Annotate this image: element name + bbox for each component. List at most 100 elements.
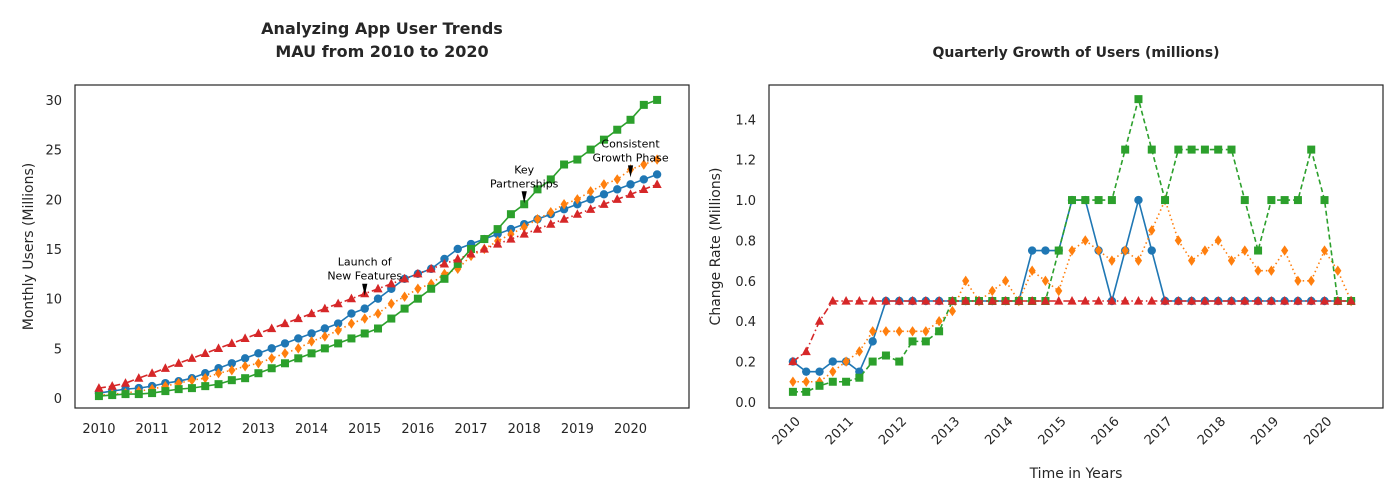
data-point — [868, 296, 878, 305]
data-point — [427, 284, 436, 293]
x-tick-label: 2017 — [1142, 414, 1176, 448]
data-point — [988, 285, 996, 297]
data-point — [254, 358, 263, 369]
data-point — [1120, 296, 1130, 305]
data-point — [334, 325, 342, 336]
annotation-text: Consistent — [601, 137, 660, 150]
data-point — [307, 336, 316, 347]
data-point — [360, 304, 369, 313]
data-point — [268, 353, 276, 364]
axes-frame — [74, 84, 690, 409]
data-point — [1187, 296, 1197, 305]
y-tick-label: 20 — [45, 193, 62, 208]
data-point — [828, 296, 838, 305]
chart-title-line: Quarterly Growth of Users (millions) — [933, 45, 1220, 61]
data-point — [347, 318, 356, 329]
data-point — [1040, 296, 1051, 305]
data-point — [107, 381, 117, 390]
data-point — [294, 354, 303, 363]
series-line — [792, 199, 1352, 373]
y-axis-label: Monthly Users (Millions) — [21, 163, 37, 330]
data-point — [148, 389, 157, 398]
data-point — [1107, 196, 1116, 205]
data-point — [453, 253, 463, 263]
data-point — [1147, 296, 1157, 305]
data-point — [400, 304, 409, 313]
x-tick-label: 2014 — [982, 414, 1016, 448]
data-point — [1108, 255, 1116, 266]
data-point — [586, 195, 595, 204]
data-point — [174, 385, 183, 394]
data-point — [653, 154, 661, 165]
data-point — [374, 308, 382, 319]
data-point — [626, 180, 635, 189]
data-point — [1294, 275, 1302, 287]
data-point — [639, 100, 648, 109]
data-point — [267, 364, 276, 373]
data-point — [1333, 296, 1343, 305]
data-point — [453, 244, 462, 254]
x-tick-label: 2013 — [242, 422, 275, 437]
x-tick-label: 2017 — [454, 422, 487, 437]
data-point — [374, 324, 383, 333]
data-point — [1041, 246, 1050, 255]
series-line — [98, 99, 658, 397]
data-point — [801, 346, 811, 356]
data-point — [240, 333, 250, 343]
data-point — [94, 383, 104, 392]
x-tick-label: 2010 — [82, 422, 115, 437]
data-point — [307, 349, 316, 358]
data-point — [333, 298, 343, 308]
data-point — [573, 155, 582, 164]
data-point — [361, 313, 369, 324]
data-point — [1280, 296, 1290, 305]
x-tick-label: 2018 — [508, 422, 541, 437]
data-point — [1241, 245, 1249, 256]
data-point — [466, 248, 476, 258]
data-point — [161, 387, 170, 396]
data-point — [307, 329, 316, 338]
data-point — [652, 179, 662, 188]
data-point — [1319, 296, 1330, 305]
data-point — [214, 380, 223, 389]
data-point — [254, 369, 263, 378]
data-point — [934, 296, 944, 305]
data-point — [802, 367, 811, 376]
data-point — [1200, 145, 1209, 154]
chart-panel-2: Quarterly Growth of Users (millions) 2010… — [708, 45, 1384, 482]
data-point — [1148, 225, 1156, 236]
data-point — [280, 339, 290, 348]
data-point — [293, 313, 303, 323]
data-point — [802, 387, 811, 396]
y-tick-label: 5 — [54, 342, 62, 357]
data-point — [987, 296, 997, 305]
data-point — [413, 294, 422, 303]
data-point — [334, 339, 343, 348]
data-point — [895, 326, 903, 337]
data-point — [613, 125, 622, 134]
data-point — [599, 135, 608, 144]
chart-title-line: Analyzing App User Trends — [261, 19, 503, 38]
data-point — [948, 305, 957, 317]
data-point — [1147, 246, 1156, 255]
data-point — [134, 390, 143, 399]
data-point — [962, 275, 970, 287]
data-point — [868, 337, 877, 346]
data-point — [414, 283, 422, 294]
y-tick-label: 0.6 — [735, 275, 756, 290]
data-point — [639, 175, 649, 184]
data-point — [1001, 275, 1010, 287]
data-point — [599, 199, 609, 208]
data-point — [440, 274, 449, 283]
y-axis-label: Change Rate (Millions) — [708, 168, 724, 326]
y-tick-label: 0 — [54, 392, 62, 407]
data-point — [347, 334, 356, 343]
data-point — [519, 229, 529, 238]
annotation-text: Partnerships — [490, 177, 559, 190]
annotation-text: Key — [514, 163, 534, 176]
data-point — [400, 291, 409, 302]
x-tick-label: 2019 — [1248, 414, 1282, 448]
data-point — [572, 209, 582, 218]
